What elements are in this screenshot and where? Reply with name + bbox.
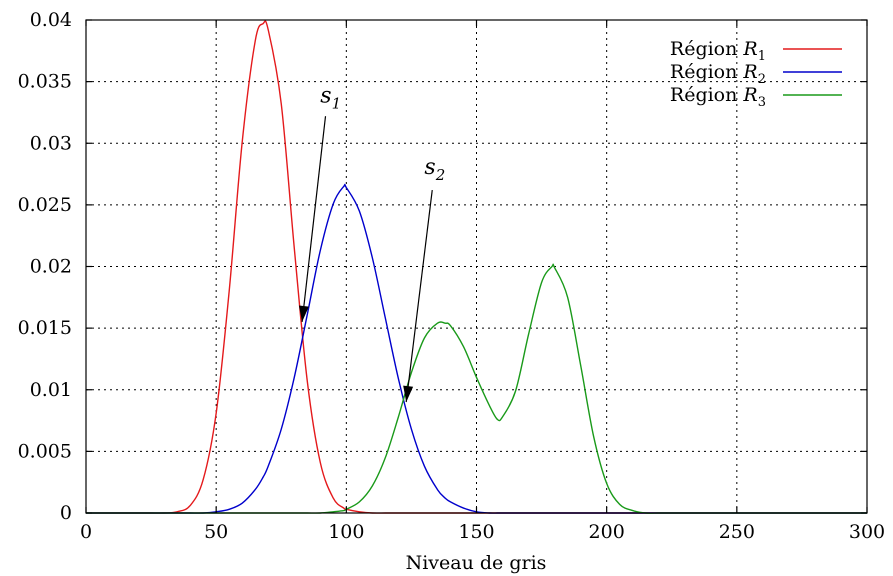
y-tick-label: 0.01 — [30, 379, 72, 401]
annotation-layer: s1 s2 — [298, 84, 445, 403]
grid-layer — [86, 20, 867, 513]
x-tick-label: 100 — [328, 521, 364, 543]
x-axis-title: Niveau de gris — [406, 552, 547, 574]
annotation-arrow-s2 — [405, 190, 433, 403]
x-tick-label: 300 — [849, 521, 885, 543]
tick-layer: 0 50 100 150 200 250 300 0 0.005 0.01 0.015 0.02 0.0… — [18, 9, 886, 543]
x-tick-label: 200 — [589, 521, 625, 543]
x-tick-label: 150 — [458, 521, 494, 543]
legend-label-r2: Région R2 — [670, 61, 766, 87]
annotation-arrowhead-s1 — [298, 305, 309, 322]
y-tick-label: 0.02 — [30, 256, 72, 278]
y-tick-label: 0 — [60, 502, 72, 524]
y-tick-label: 0.035 — [18, 71, 72, 93]
y-tick-label: 0.005 — [18, 440, 72, 462]
x-tick-label: 0 — [80, 521, 92, 543]
x-tick-label: 250 — [719, 521, 755, 543]
annotation-label-s1: s1 — [320, 84, 341, 113]
x-tick-label: 50 — [204, 521, 228, 543]
legend-label-r3: Région R3 — [670, 84, 766, 110]
y-tick-label: 0.03 — [30, 132, 72, 154]
annotation-arrow-s1 — [301, 116, 327, 323]
annotation-arrowhead-s2 — [403, 385, 414, 403]
y-tick-label: 0.025 — [18, 194, 72, 216]
legend-label-r1: Région R1 — [670, 38, 766, 64]
series-line-r2 — [86, 183, 867, 514]
series-line-r3 — [86, 263, 867, 514]
y-tick-label: 0.015 — [18, 317, 72, 339]
y-tick-label: 0.04 — [30, 9, 72, 31]
annotation-label-s2: s2 — [424, 155, 445, 184]
